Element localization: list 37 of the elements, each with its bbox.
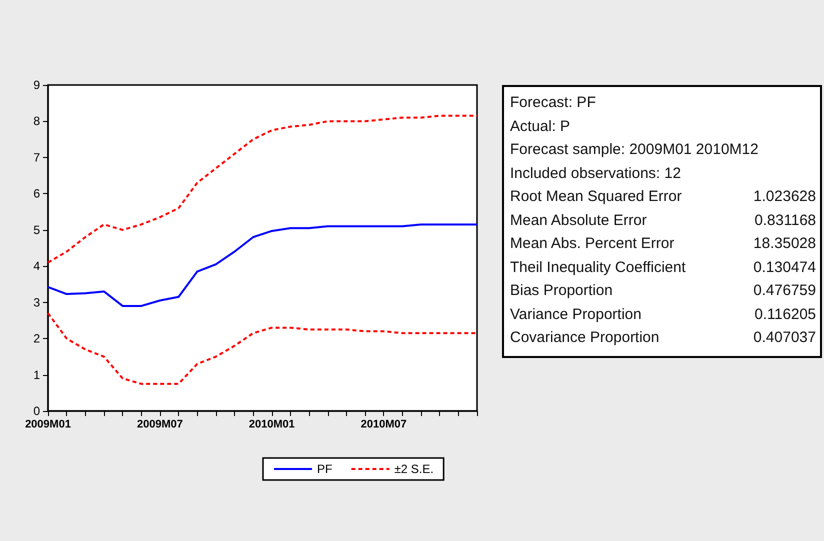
category-label: Theil Inequality Coefficient bbox=[510, 258, 686, 278]
x-tick-label: 2010M01 bbox=[248, 418, 295, 430]
x-tick-label: 2009M07 bbox=[136, 418, 183, 430]
data-label: 0.407037 bbox=[753, 328, 816, 348]
data-label: 1.023628 bbox=[753, 187, 816, 207]
text: Actual: P bbox=[510, 116, 572, 136]
category-label: Bias Proportion bbox=[510, 281, 613, 301]
y-tick-label: 6 bbox=[33, 186, 40, 201]
category-label: Root Mean Squared Error bbox=[510, 187, 682, 207]
legend-label: PF bbox=[317, 462, 332, 476]
y-tick-label: 1 bbox=[33, 368, 40, 382]
text: Included observations: 12 bbox=[510, 164, 682, 184]
category-label: Mean Abs. Percent Error bbox=[510, 234, 674, 254]
line-series bbox=[47, 223, 478, 307]
line-series bbox=[47, 114, 478, 264]
line-series bbox=[47, 312, 478, 385]
data-label: 0.116205 bbox=[754, 304, 816, 324]
y-tick-label: 5 bbox=[33, 222, 40, 237]
y-tick-label: 3 bbox=[33, 295, 40, 310]
x-tick-label: 2009M01 bbox=[25, 418, 71, 430]
x-tick-label: 2010M07 bbox=[360, 418, 407, 430]
y-tick-label: 2 bbox=[33, 332, 40, 346]
data-label: 0.831168 bbox=[754, 210, 816, 230]
data-label: 0.476759 bbox=[753, 281, 816, 301]
y-tick-label: 7 bbox=[33, 150, 40, 164]
text: Forecast: PF bbox=[510, 93, 597, 113]
legend-label: ±2 S.E. bbox=[394, 462, 434, 476]
y-tick-label: 4 bbox=[33, 259, 40, 274]
y-tick-label: 8 bbox=[33, 114, 40, 128]
category-label: Covariance Proportion bbox=[510, 328, 660, 348]
category-label: Variance Proportion bbox=[510, 304, 642, 324]
category-label: Mean Absolute Error bbox=[510, 210, 647, 230]
data-label: 18.35028 bbox=[753, 234, 816, 254]
data-label: 0.130474 bbox=[753, 258, 816, 278]
y-tick-label: 9 bbox=[33, 78, 40, 92]
y-tick-label: 0 bbox=[33, 404, 40, 418]
text: Forecast sample: 2009M01 2010M12 bbox=[510, 140, 760, 160]
